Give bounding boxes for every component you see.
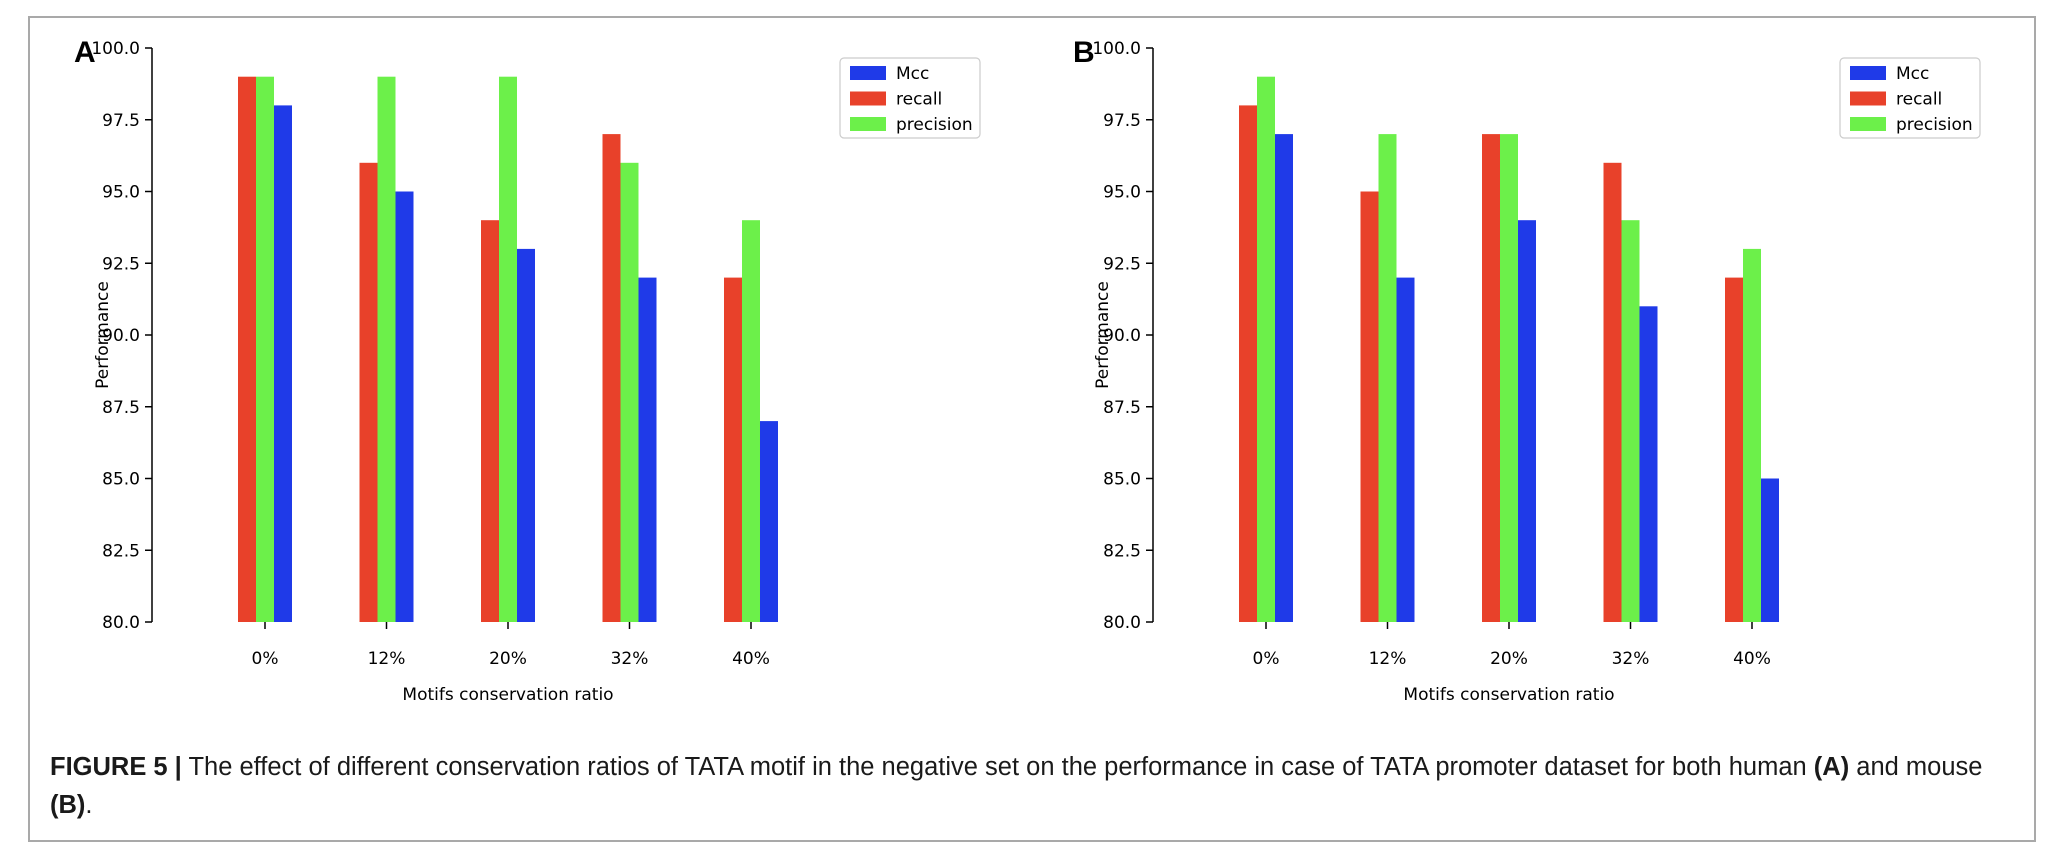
bar-mcc-2	[517, 248, 535, 622]
y-tick-label: 92.5	[1103, 254, 1141, 274]
x-tick-label: 32%	[611, 649, 649, 669]
chart-panel-b: B 80.0 82.5 85.0 87.5 90.0 92.5 95.0 97.5 100.0 Pe…	[1073, 36, 1981, 705]
bar-mcc-1	[395, 191, 414, 622]
caption-ref-b: (B)	[50, 791, 86, 819]
bar-precision-4	[742, 220, 760, 622]
bar-mcc-4	[1761, 478, 1779, 622]
y-tick-label: 100.0	[1092, 39, 1141, 59]
bar-recall-1	[359, 162, 378, 623]
bar-precision-1	[1378, 134, 1397, 622]
x-tick-label: 0%	[252, 649, 279, 669]
bar-precision-3	[620, 162, 639, 623]
y-tick-label: 82.5	[102, 541, 140, 561]
y-tick-label: 97.5	[1103, 111, 1141, 131]
legend: Mcc recall precision	[1839, 57, 1981, 139]
x-tick-label: 20%	[1490, 649, 1528, 669]
legend-label-recall: recall	[896, 90, 942, 110]
x-tick-label: 40%	[732, 649, 770, 669]
x-tick-label: 12%	[1369, 649, 1407, 669]
caption-ref-a: (A)	[1813, 753, 1850, 781]
y-tick-label: 80.0	[1103, 613, 1141, 633]
y-tick-label: 95.0	[102, 183, 140, 203]
bar-precision-2	[1500, 134, 1518, 622]
legend-label-mcc: Mcc	[1896, 64, 1929, 84]
panel-label: B	[1073, 36, 1095, 69]
y-tick-label: 92.5	[102, 254, 140, 274]
bar-recall-2	[1482, 134, 1500, 622]
bar-precision-0	[1257, 76, 1275, 622]
legend-swatch-precision	[1850, 117, 1886, 131]
y-tick-label: 80.0	[102, 613, 140, 633]
legend-label-recall: recall	[1896, 90, 1942, 110]
bar-recall-4	[1725, 277, 1743, 622]
bar-recall-2	[481, 220, 499, 622]
legend-label-precision: precision	[896, 115, 973, 135]
panel-label: A	[74, 36, 96, 69]
caption-text-3: .	[85, 791, 93, 819]
bar-precision-2	[499, 76, 517, 622]
y-tick-label: 90.0	[102, 326, 140, 346]
caption-text-2: and mouse	[1849, 753, 1983, 781]
legend-swatch-precision	[850, 117, 886, 131]
x-tick-label: 12%	[368, 649, 406, 669]
y-axis-label: Performance	[1093, 281, 1113, 389]
bar-recall-0	[1239, 105, 1257, 622]
legend-label-mcc: Mcc	[896, 64, 929, 84]
x-axis-label: Motifs conservation ratio	[1403, 685, 1614, 705]
figure-charts: A 80.0 82.5 85.0 87.5 90.0 92.5 95.0 97.5 100.0 Pe…	[74, 36, 1981, 705]
chart-panel-a: A 80.0 82.5 85.0 87.5 90.0 92.5 95.0 97.5 100.0 Pe…	[74, 36, 981, 705]
bar-mcc-4	[760, 421, 778, 622]
caption-text-1: The effect of different conservation rat…	[181, 753, 1814, 781]
figure-label: FIGURE 5 |	[50, 753, 182, 781]
y-tick-label: 87.5	[1103, 398, 1141, 418]
x-tick-label: 20%	[489, 649, 527, 669]
bar-precision-1	[377, 76, 396, 622]
bar-mcc-3	[1639, 306, 1658, 622]
y-tick-label: 100.0	[91, 39, 140, 59]
legend-label-precision: precision	[1896, 115, 1973, 135]
bar-recall-0	[238, 76, 256, 622]
legend-swatch-mcc	[1850, 66, 1886, 80]
bar-mcc-3	[638, 277, 657, 622]
x-tick-label: 40%	[1733, 649, 1771, 669]
bar-recall-4	[724, 277, 742, 622]
y-tick-label: 90.0	[1103, 326, 1141, 346]
bar-mcc-0	[1275, 134, 1293, 622]
bar-mcc-0	[274, 105, 292, 622]
legend: Mcc recall precision	[839, 57, 981, 139]
legend-swatch-mcc	[850, 66, 886, 80]
bar-precision-3	[1621, 220, 1640, 622]
bar-mcc-2	[1518, 220, 1536, 622]
y-tick-label: 97.5	[102, 111, 140, 131]
figure-frame	[28, 16, 2036, 842]
bar-mcc-1	[1396, 277, 1415, 622]
bar-precision-4	[1743, 248, 1761, 622]
x-tick-label: 32%	[1612, 649, 1650, 669]
y-tick-label: 85.0	[102, 470, 140, 490]
y-tick-label: 95.0	[1103, 183, 1141, 203]
legend-swatch-recall	[850, 91, 886, 106]
y-tick-label: 82.5	[1103, 541, 1141, 561]
y-tick-label: 87.5	[102, 398, 140, 418]
figure-caption: FIGURE 5 | The effect of different conse…	[50, 748, 2010, 824]
bar-precision-0	[256, 76, 274, 622]
bar-recall-3	[1603, 162, 1622, 623]
y-axis-label: Performance	[93, 281, 113, 389]
bar-recall-3	[602, 134, 621, 622]
x-axis-label: Motifs conservation ratio	[402, 685, 613, 705]
bar-recall-1	[1360, 191, 1379, 622]
x-tick-label: 0%	[1253, 649, 1280, 669]
y-tick-label: 85.0	[1103, 470, 1141, 490]
legend-swatch-recall	[1850, 91, 1886, 106]
